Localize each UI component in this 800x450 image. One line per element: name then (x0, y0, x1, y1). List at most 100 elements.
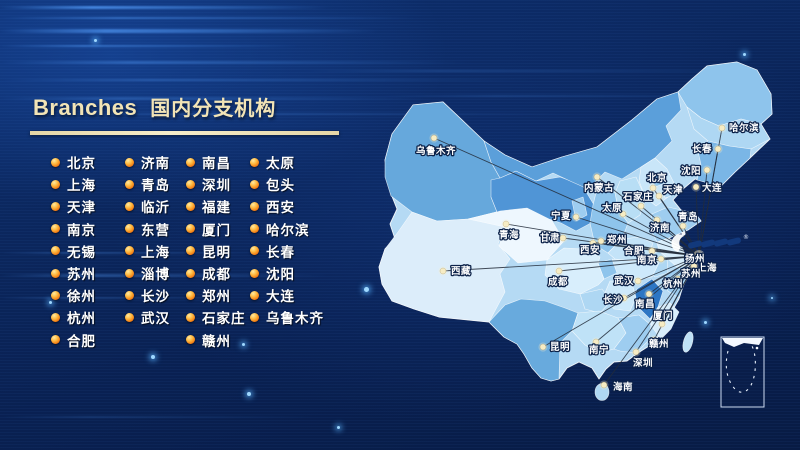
orange-bullet-icon (250, 312, 259, 322)
city-marker-glow (633, 276, 643, 286)
city-label: 宁夏 (551, 210, 571, 222)
city-marker-glow (618, 209, 628, 219)
connection-line (623, 255, 700, 299)
city-marker (695, 252, 703, 260)
connection-line (505, 223, 700, 257)
connection-line (442, 255, 700, 272)
city-marker-glow (636, 201, 646, 211)
city-marker (589, 239, 597, 247)
city-marker-glow (702, 165, 712, 175)
city-label: 济南 (650, 222, 670, 234)
city-label: 沈阳 (681, 165, 701, 177)
city-marker-glow (654, 191, 664, 201)
city-label: 上海 (697, 262, 717, 274)
provinces (378, 61, 773, 401)
connection-line (596, 176, 700, 257)
branch-list-item: 沈阳 (250, 262, 324, 284)
branch-city-name: 天津 (67, 200, 96, 216)
province-yunnan (488, 298, 579, 382)
orange-bullet-icon (250, 290, 259, 300)
province-mainland (378, 61, 773, 382)
city-marker-glow (680, 267, 690, 277)
connection-line (653, 255, 700, 341)
province-shanghai (688, 261, 698, 272)
branch-city-name: 南京 (67, 222, 96, 238)
branch-list-item: 天津 (51, 195, 96, 217)
city-marker (692, 183, 700, 191)
connection-line (651, 250, 700, 257)
glow-particle (364, 287, 369, 292)
connection-line (693, 255, 700, 267)
orange-bullet-icon (125, 201, 134, 211)
province-shandong (649, 206, 702, 243)
branch-list-item: 东营 (125, 218, 170, 240)
orange-bullet-icon (250, 268, 259, 278)
city-label: 海南 (613, 381, 633, 393)
city-marker-glow (689, 261, 699, 271)
city-label: 成都 (548, 276, 568, 288)
branch-column: 济南 青岛 临沂 东营 上海 淄博 长沙 武汉 (125, 151, 170, 329)
province-ningxia (571, 196, 588, 222)
connection-line (603, 255, 700, 386)
branch-city-name: 苏州 (67, 267, 96, 283)
orange-bullet-icon (250, 246, 259, 256)
inset-nine-dash-line (725, 345, 756, 393)
city-marker (600, 381, 608, 389)
branch-city-name: 济南 (141, 156, 170, 172)
branch-city-name: 淄博 (141, 267, 170, 283)
orange-bullet-icon (186, 335, 195, 345)
city-marker-glow (691, 182, 701, 192)
branch-city-name: 太原 (266, 156, 295, 172)
inset-border (720, 336, 765, 408)
city-label: 太原 (602, 202, 622, 214)
connection-line (658, 195, 700, 257)
city-markers (429, 123, 727, 390)
branch-column: 南昌 深圳 福建 厦门 昆明 成都 郑州 石家庄 赣州 (186, 151, 246, 351)
title-chinese: 国内分支机构 (150, 98, 277, 120)
light-streak (0, 6, 330, 9)
city-marker-glow (619, 293, 629, 303)
city-marker-glow (657, 319, 667, 329)
branch-list-item: 无锡 (51, 240, 96, 262)
city-marker (502, 220, 510, 228)
orange-bullet-icon (51, 157, 60, 167)
branch-list-item: 乌鲁木齐 (250, 306, 324, 328)
branch-list-item: 长沙 (125, 284, 170, 306)
connection-line (698, 169, 708, 257)
logo-figure-head (681, 231, 686, 236)
city-marker (634, 277, 642, 285)
branch-list-item: 太原 (250, 151, 324, 173)
city-marker (650, 336, 658, 344)
city-label: 厦门 (653, 310, 673, 322)
glow-particle (247, 392, 251, 396)
orange-bullet-icon (51, 290, 60, 300)
city-marker (619, 210, 627, 218)
province-qinghai (467, 207, 565, 264)
city-marker-glow (649, 335, 659, 345)
city-marker (439, 267, 447, 275)
orange-bullet-icon (51, 224, 60, 234)
province-zhejiang (663, 267, 689, 299)
branch-list: 北京 上海 天津 南京 无锡 苏州 徐州 杭州 合肥 济南 青岛 临沂 东营 上海 淄博 长沙 武汉 南昌 深圳 福建… (0, 151, 350, 361)
branch-list-item: 南昌 (186, 151, 246, 173)
city-label: 西安 (580, 244, 600, 256)
city-label: 扬州 (685, 253, 705, 265)
connection-line (652, 187, 700, 257)
branch-list-item: 福建 (186, 195, 246, 217)
province-guangdong (613, 314, 652, 354)
city-marker-glow (652, 215, 662, 225)
city-marker-glow (647, 246, 657, 256)
city-label: 石家庄 (622, 191, 653, 203)
branch-city-name: 东营 (141, 222, 170, 238)
branch-city-name: 武汉 (141, 311, 170, 327)
city-marker (430, 134, 438, 142)
city-marker (620, 294, 628, 302)
province-hebei (638, 157, 675, 207)
city-marker (657, 255, 665, 263)
connection-line (562, 237, 700, 257)
orange-bullet-icon (186, 246, 195, 256)
orange-bullet-icon (250, 224, 259, 234)
city-marker-glow (673, 274, 683, 284)
city-label: 北京 (647, 172, 667, 184)
